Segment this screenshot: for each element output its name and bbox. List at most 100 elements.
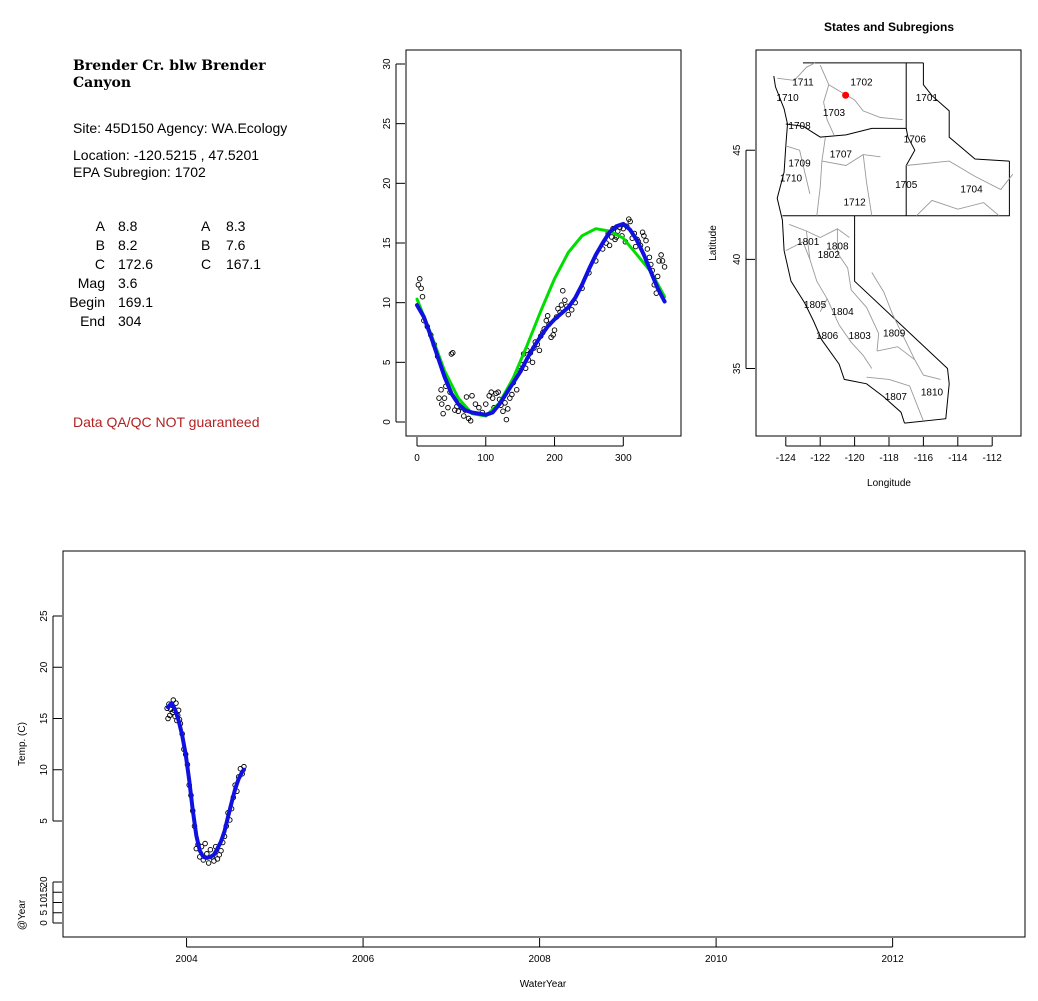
data-point xyxy=(646,254,653,261)
y-tick-label: 25 xyxy=(382,118,393,130)
data-point xyxy=(417,276,423,282)
data-point xyxy=(500,408,506,415)
subregion-boundary xyxy=(805,230,828,313)
param-name: B xyxy=(95,237,105,253)
data-point xyxy=(415,282,422,288)
subregion-label: 1704 xyxy=(960,185,983,196)
param-name: Begin xyxy=(69,294,105,310)
param-name-alt: A xyxy=(201,218,211,234)
data-point xyxy=(418,285,424,292)
data-point xyxy=(565,311,572,318)
seasonal-chart: 0 100 200 300 0 5 10 15 20 25 30 xyxy=(382,49,682,464)
timeseries-frame xyxy=(62,550,1026,938)
data-point xyxy=(448,351,455,357)
data-point xyxy=(658,252,664,258)
data-point xyxy=(207,846,214,853)
idaho-west-border xyxy=(905,62,916,216)
data-point xyxy=(461,413,467,419)
subregion-label: 1802 xyxy=(818,250,841,261)
data-point xyxy=(202,840,208,847)
data-point xyxy=(643,237,649,244)
y-tick-label: 20 xyxy=(382,177,393,189)
data-point xyxy=(544,313,551,319)
subregion-label: 1703 xyxy=(823,108,846,119)
data-point xyxy=(440,410,446,417)
wa-or-border xyxy=(785,123,907,138)
data-point xyxy=(659,258,666,264)
data-point xyxy=(455,408,462,415)
data-point xyxy=(656,258,662,264)
param-value: 8.8 xyxy=(118,218,138,234)
subregion-boundary xyxy=(862,154,873,216)
data-point xyxy=(639,229,646,236)
data-point xyxy=(550,332,556,338)
y-tick-label: 15 xyxy=(382,237,393,249)
data-point xyxy=(654,273,661,280)
timeseries-xlabel: WaterYear xyxy=(520,979,567,990)
subregion-boundary xyxy=(906,160,1014,191)
param-value: 172.6 xyxy=(118,256,154,272)
temp-tick-label: 5 xyxy=(39,818,50,824)
data-point xyxy=(568,307,575,313)
subregion-label: 1711 xyxy=(792,78,814,89)
subregion-boundary xyxy=(836,228,880,352)
param-value: 304 xyxy=(118,313,142,329)
data-point xyxy=(218,847,224,854)
subregion-label: 1710 xyxy=(780,174,803,185)
data-point xyxy=(438,387,444,393)
param-name: C xyxy=(94,256,105,272)
california-east-border xyxy=(854,215,950,424)
smoothed-trend-line xyxy=(166,701,246,860)
data-point xyxy=(476,404,482,411)
lon-tick-label: -114 xyxy=(948,453,968,464)
subregion-boundary xyxy=(866,376,924,422)
year-tick-label: 2004 xyxy=(175,954,198,965)
data-point xyxy=(562,297,568,304)
data-point xyxy=(502,400,508,406)
lon-tick-label: -124 xyxy=(776,453,796,464)
subregion-label: 1707 xyxy=(830,150,853,161)
data-point xyxy=(536,347,543,354)
lon-tick-label: -112 xyxy=(983,453,1003,464)
subregion-label: 1808 xyxy=(826,241,849,252)
year-tick-label: 2012 xyxy=(881,954,904,965)
data-point xyxy=(167,712,173,719)
lon-tick-label: -118 xyxy=(879,453,899,464)
subregion-label: 1702 xyxy=(850,78,873,89)
idaho-montana-border xyxy=(922,62,1010,162)
data-point xyxy=(529,359,536,366)
subregion-line: EPA Subregion: 1702 xyxy=(73,164,206,180)
data-point xyxy=(419,293,426,300)
param-name: Mag xyxy=(77,275,105,291)
data-point xyxy=(505,406,511,412)
data-point xyxy=(483,401,489,407)
subregion-boundary xyxy=(785,241,811,260)
subregion-label: 1710 xyxy=(776,93,799,104)
data-point xyxy=(488,389,495,395)
site-location-marker xyxy=(842,91,850,99)
subregion-label: 1708 xyxy=(788,121,811,132)
data-point xyxy=(513,387,520,393)
data-point xyxy=(551,327,558,333)
year-count-tick-label: 5 xyxy=(39,910,50,916)
data-point xyxy=(661,264,668,270)
param-name-alt: B xyxy=(201,237,211,253)
temp-tick-label: 20 xyxy=(39,661,50,673)
qa-disclaimer: Data QA/QC NOT guaranteed xyxy=(73,414,260,430)
param-value-alt: 8.3 xyxy=(226,218,246,234)
subregion-boundary xyxy=(789,223,850,239)
subregion-boundaries xyxy=(773,62,1014,424)
subregion-label: 1806 xyxy=(816,331,839,342)
y-tick-label: 5 xyxy=(382,359,393,365)
temp-tick-label: 10 xyxy=(39,764,50,776)
y-tick-label: 0 xyxy=(382,419,393,425)
subregion-boundary xyxy=(916,199,1000,217)
param-value-alt: 167.1 xyxy=(226,256,262,272)
data-point xyxy=(467,418,474,424)
y-tick-label: 30 xyxy=(382,58,393,70)
x-tick-label: 100 xyxy=(477,453,494,464)
lon-tick-label: -116 xyxy=(914,453,934,464)
lat-tick-label: 45 xyxy=(732,144,743,156)
